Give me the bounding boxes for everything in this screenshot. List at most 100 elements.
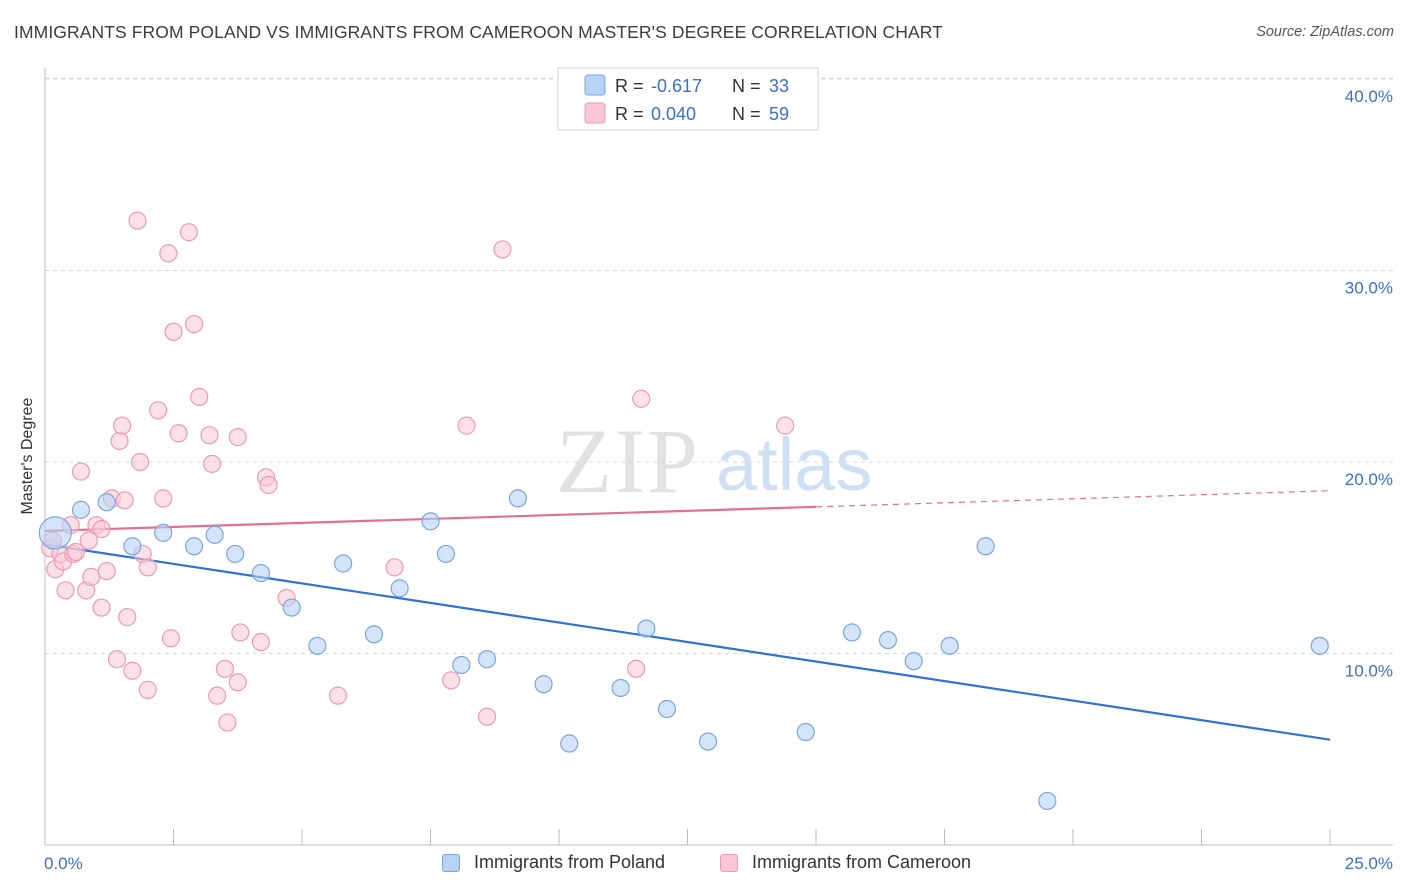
poland-point-5 — [184, 537, 204, 556]
cameroon-point-50 — [328, 686, 348, 705]
legend-n-label-cameroon: N = — [732, 104, 761, 124]
cameroon-point-27 — [138, 558, 157, 577]
x-tick-label-max: 25.0% — [1345, 854, 1393, 873]
poland-point-9 — [282, 598, 301, 617]
poland-trend-line — [44, 543, 1331, 741]
bottom-legend-label-poland: Immigrants from Poland — [474, 852, 666, 872]
cameroon-point-35 — [179, 223, 199, 242]
cameroon-point-53 — [457, 416, 476, 435]
poland-point-29 — [940, 636, 959, 655]
cameroon-point-5 — [56, 581, 75, 600]
poland-point-18 — [508, 489, 527, 508]
cameroon-point-29 — [148, 401, 168, 420]
legend-r-label-poland: R = — [615, 76, 644, 96]
cameroon-point-56 — [626, 659, 646, 678]
cameroon-point-57 — [632, 389, 651, 408]
poland-points — [38, 489, 1329, 811]
cameroon-point-34 — [169, 424, 188, 443]
cameroon-point-32 — [161, 629, 181, 648]
poland-point-12 — [364, 625, 384, 644]
trend-lines — [44, 490, 1331, 741]
cameroon-point-15 — [92, 598, 111, 617]
poland-point-20 — [560, 734, 579, 753]
cameroon-point-58 — [776, 416, 795, 435]
watermark-zip: ZIP — [556, 410, 700, 512]
poland-point-31 — [1038, 791, 1057, 811]
cameroon-point-28 — [138, 680, 157, 699]
poland-point-32 — [1310, 636, 1329, 655]
poland-point-1 — [71, 500, 91, 519]
legend-n-value-poland: 33 — [769, 76, 789, 96]
poland-point-7 — [226, 544, 245, 564]
poland-point-19 — [534, 675, 553, 694]
bottom-legend-cameroon: Immigrants from Cameroon — [720, 852, 971, 873]
cameroon-point-38 — [200, 426, 219, 445]
poland-point-2 — [97, 493, 116, 512]
source-label: Source: ZipAtlas.com — [1256, 24, 1394, 40]
poland-point-23 — [657, 699, 677, 719]
bottom-legend-swatch-cameroon — [720, 853, 738, 872]
cameroon-point-24 — [128, 211, 147, 230]
bottom-legend-label-cameroon: Immigrants from Cameroon — [752, 852, 972, 872]
cameroon-point-46 — [251, 632, 270, 652]
legend-r-value-poland: -0.617 — [651, 76, 702, 96]
y-tick-label-30: 30.0% — [1345, 279, 1393, 298]
axes — [44, 68, 1393, 846]
y-tick-label-20: 20.0% — [1345, 470, 1393, 489]
poland-point-17 — [477, 650, 497, 669]
cameroon-point-11 — [79, 531, 98, 550]
poland-point-6 — [205, 525, 224, 544]
cameroon-point-8 — [66, 542, 85, 562]
gridlines — [45, 77, 1393, 654]
poland-point-15 — [436, 544, 456, 564]
cameroon-point-25 — [130, 452, 150, 472]
legend-n-value-cameroon: 59 — [769, 104, 789, 124]
bottom-legend: Immigrants from Poland Immigrants from C… — [0, 852, 1406, 878]
cameroon-point-48 — [259, 475, 278, 495]
cameroon-point-31 — [159, 244, 178, 263]
bottom-legend-swatch-poland — [442, 853, 460, 872]
cameroon-point-12 — [82, 567, 101, 587]
cameroon-point-30 — [154, 489, 173, 508]
poland-point-11 — [334, 554, 353, 573]
cameroon-point-51 — [385, 558, 404, 577]
chart-title: IMMIGRANTS FROM POLAND VS IMMIGRANTS FRO… — [14, 22, 943, 42]
poland-point-22 — [637, 619, 656, 638]
poland-point-8 — [251, 563, 270, 583]
watermark-atlas: atlas — [716, 423, 872, 506]
poland-point-30 — [976, 537, 995, 556]
legend-n-label-poland: N = — [732, 76, 761, 96]
poland-point-26 — [842, 623, 862, 642]
legend-swatch-poland — [584, 74, 606, 96]
cameroon-point-19 — [110, 431, 129, 451]
cameroon-point-44 — [228, 428, 247, 447]
poland-point-0 — [38, 516, 72, 550]
cameroon-point-23 — [123, 661, 142, 680]
cameroon-point-36 — [184, 315, 204, 334]
cameroon-point-43 — [228, 673, 247, 692]
cameroon-point-45 — [231, 623, 250, 642]
cameroon-point-42 — [218, 713, 237, 732]
cameroon-point-55 — [493, 240, 512, 259]
cameroon-point-18 — [107, 650, 127, 669]
poland-point-25 — [796, 722, 815, 742]
cameroon-point-20 — [112, 416, 132, 435]
x-ticks — [44, 829, 1331, 845]
legend-r-label-cameroon: R = — [615, 104, 644, 124]
cameroon-point-14 — [92, 519, 111, 539]
legend: R = -0.617 N = 33 R = 0.040 N = 59 — [557, 67, 819, 131]
bottom-legend-poland: Immigrants from Poland — [442, 852, 665, 873]
poland-point-14 — [421, 512, 440, 531]
cameroon-point-22 — [118, 608, 137, 627]
cameroon-point-41 — [215, 659, 234, 678]
poland-point-16 — [452, 655, 471, 675]
poland-point-24 — [698, 732, 718, 751]
cameroon-points — [41, 211, 795, 732]
cameroon-point-39 — [202, 454, 222, 474]
legend-swatch-cameroon — [584, 102, 606, 124]
cameroon-point-52 — [441, 671, 461, 690]
poland-point-27 — [878, 630, 898, 650]
cameroon-point-9 — [71, 462, 91, 481]
cameroon-trend-line-extension — [815, 490, 1331, 508]
